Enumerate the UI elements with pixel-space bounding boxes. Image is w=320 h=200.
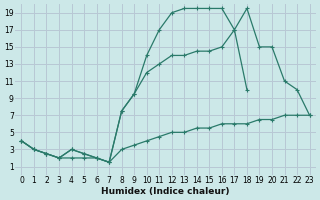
X-axis label: Humidex (Indice chaleur): Humidex (Indice chaleur) — [101, 187, 230, 196]
